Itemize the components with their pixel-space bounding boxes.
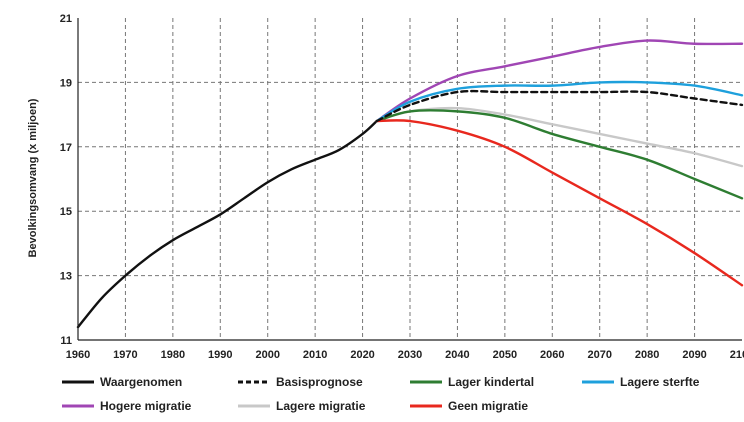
x-tick-label: 2040 [445, 349, 469, 360]
legend-label: Lager kindertal [448, 375, 535, 389]
legend-label: Hogere migratie [100, 399, 192, 413]
x-tick-label: 2080 [635, 349, 659, 360]
x-tick-label: 2020 [350, 349, 374, 360]
series-line-waargenomen [76, 119, 378, 329]
x-tick-label: 1980 [161, 349, 185, 360]
legend-item: Waargenomen [62, 372, 182, 392]
y-tick-label: 21 [60, 13, 72, 25]
x-tick-label: 2010 [303, 349, 327, 360]
legend-swatch [410, 404, 442, 408]
legend-swatch [62, 404, 94, 408]
legend-label: Geen migratie [448, 399, 529, 413]
legend-item: Lagere sterfte [582, 372, 699, 392]
x-tick-label: 2060 [540, 349, 564, 360]
legend-item: Lagere migratie [238, 396, 365, 416]
chart-grid [78, 18, 742, 340]
x-tick-label: 2070 [587, 349, 611, 360]
legend-label: Waargenomen [100, 375, 183, 389]
x-tick-label: 2100 [730, 349, 744, 360]
legend-label: Lagere migratie [276, 399, 366, 413]
legend-label: Basisprognose [276, 375, 363, 389]
series-line-hogere-migratie [375, 39, 744, 123]
x-tick-label: 2090 [682, 349, 706, 360]
chart-series-lines [76, 39, 744, 329]
line-chart: 1960 1970 1980 1990 2000 2010 2020 2030 2040 2050… [27, 13, 744, 360]
legend-swatch [238, 380, 270, 384]
x-tick-label: 2030 [398, 349, 422, 360]
legend-swatch [238, 404, 270, 408]
x-tick-label: 2000 [255, 349, 279, 360]
legend-item: Basisprognose [238, 372, 363, 392]
y-tick-label: 11 [60, 335, 72, 347]
y-tick-label: 17 [60, 142, 72, 154]
legend-item: Hogere migratie [62, 396, 191, 416]
series-line-lager-kindertal [375, 109, 744, 200]
x-tick-label: 1970 [113, 349, 137, 360]
y-tick-label: 13 [60, 271, 72, 283]
x-tick-label: 2050 [493, 349, 517, 360]
y-axis-label: Bevolkingsomvang (x miljoen) [27, 98, 39, 257]
legend-label: Lagere sterfte [620, 375, 700, 389]
legend-swatch [62, 380, 94, 384]
y-axis-ticks: 11 13 15 17 19 21 [60, 13, 72, 347]
x-axis-ticks: 1960 1970 1980 1990 2000 2010 2020 2030 2040 2050… [66, 349, 744, 360]
x-tick-label: 1960 [66, 349, 90, 360]
y-tick-label: 19 [60, 77, 72, 89]
chart-frame [77, 18, 742, 341]
legend-swatch [410, 380, 442, 384]
x-tick-label: 1990 [208, 349, 232, 360]
legend-item: Geen migratie [410, 396, 528, 416]
legend-item: Lager kindertal [410, 372, 534, 392]
series-line-lagere-sterfte [375, 80, 744, 123]
chart-legend: Waargenomen Basisprognose Lager kindertal L… [62, 372, 742, 418]
series-line-basisprognose [375, 89, 744, 123]
series-line-geen-migratie [375, 119, 744, 287]
y-tick-label: 15 [60, 206, 72, 218]
legend-swatch [582, 380, 614, 384]
